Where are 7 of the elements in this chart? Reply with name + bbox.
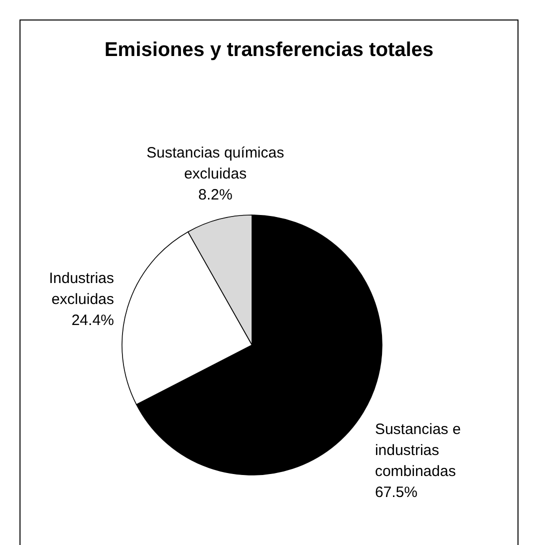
data-label: 67.5%	[374, 484, 418, 501]
slice-label: Industrias excluidas	[48, 270, 114, 308]
data-label: 8.2%	[198, 186, 232, 204]
slice-label: Sustancias e industrias combinadas	[374, 420, 461, 480]
chart-title: Emisiones y transferencias totales	[104, 39, 434, 61]
data-label: 24.4%	[71, 312, 114, 329]
slice-label: Sustancias químicas excluidas	[146, 144, 284, 183]
